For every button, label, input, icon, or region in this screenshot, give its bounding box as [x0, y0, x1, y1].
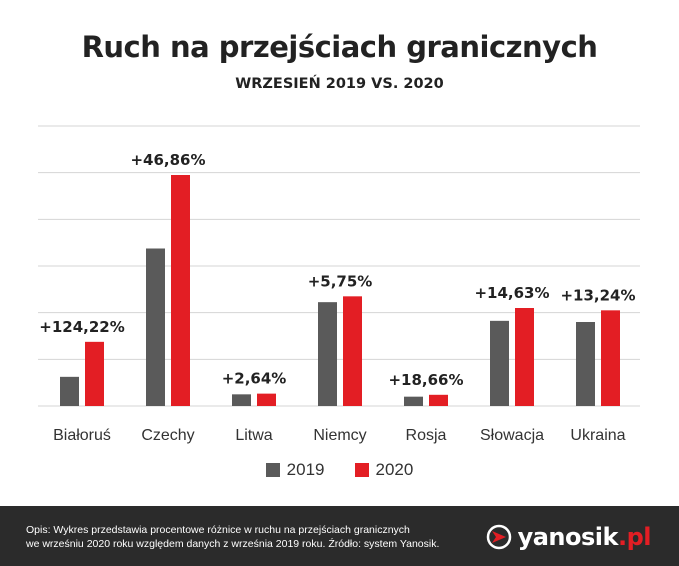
data-label: +124,22% — [39, 318, 124, 336]
legend-swatch-2020 — [354, 463, 369, 477]
bar-2019 — [404, 396, 423, 406]
bar-chart: +124,22% Białoruś +46,86% Czechy +2,64% Litwa… — [38, 125, 640, 444]
bar-2020 — [257, 393, 276, 406]
legend-label-2020: 2020 — [375, 460, 414, 479]
category-label: Słowacja — [480, 427, 544, 444]
data-label: +46,86% — [130, 151, 205, 169]
category-label: Niemcy — [313, 427, 366, 444]
chart-subtitle: WRZESIEŃ 2019 VS. 2020 — [235, 76, 444, 92]
data-label: +2,64% — [222, 370, 287, 388]
legend-swatch-2019 — [265, 463, 280, 477]
category-label: Białoruś — [53, 427, 111, 444]
bar-2019 — [576, 322, 595, 406]
footer-line-1: Opis: Wykres przedstawia procentowe różn… — [26, 524, 410, 536]
footer-description: Opis: Wykres przedstawia procentowe różn… — [26, 523, 446, 551]
category-label: Rosja — [406, 427, 447, 444]
bar-2020 — [515, 308, 534, 406]
legend: 2019 2020 — [0, 460, 679, 480]
bar-2020 — [343, 296, 362, 406]
legend-item-2020: 2020 — [354, 460, 414, 480]
data-label: +13,24% — [560, 286, 635, 304]
bar-2020 — [85, 341, 104, 406]
bar-2019 — [232, 394, 251, 406]
bar-2020 — [601, 310, 620, 406]
yanosik-logo-icon — [486, 524, 511, 550]
bar-2019 — [318, 302, 337, 406]
category-label: Ukraina — [570, 427, 625, 444]
data-label: +18,66% — [388, 371, 463, 389]
bar-2020 — [171, 175, 190, 406]
legend-item-2019: 2019 — [265, 460, 325, 480]
yanosik-logo: yanosik.pl — [486, 523, 652, 551]
footer-bar: Opis: Wykres przedstawia procentowe różn… — [0, 506, 679, 566]
logo-text: yanosik.pl — [517, 523, 652, 551]
data-label: +5,75% — [308, 272, 373, 290]
bar-2019 — [490, 320, 509, 406]
category-label: Czechy — [141, 427, 194, 444]
bar-2019 — [146, 248, 165, 406]
bar-2019 — [60, 376, 79, 406]
data-label: +14,63% — [474, 284, 549, 302]
legend-label-2019: 2019 — [286, 460, 325, 479]
chart-title: Ruch na przejściach granicznych — [81, 30, 598, 64]
footer-line-2: we wrześniu 2020 roku względem danych z … — [26, 538, 440, 550]
bar-2020 — [429, 394, 448, 406]
category-label: Litwa — [235, 427, 272, 444]
